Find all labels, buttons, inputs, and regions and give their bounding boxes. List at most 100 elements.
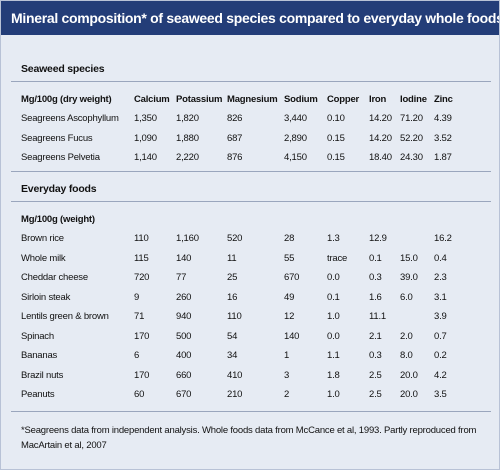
row-label: Cheddar cheese	[21, 272, 88, 283]
cell: 11	[227, 252, 237, 264]
cell: 20.0	[400, 389, 418, 400]
cell: 3.5	[434, 389, 447, 400]
cell: 0.0	[327, 330, 340, 342]
footnote: *Seagreens data from independent analysi…	[21, 425, 477, 451]
cell: 0.2	[434, 350, 447, 361]
cell: 1	[284, 350, 290, 361]
row-label: Lentils green & brown	[21, 311, 109, 322]
row-label: Spinach	[21, 330, 54, 342]
cell: 720	[134, 272, 150, 283]
cell: 0.0	[327, 272, 340, 283]
cell: 0.10	[327, 113, 345, 124]
cell: 170	[134, 330, 150, 342]
cell: 110	[227, 311, 242, 322]
cell: 4,150	[284, 152, 307, 163]
cell: 260	[176, 291, 192, 303]
row-label: Seagreens Fucus	[21, 132, 93, 144]
cell: 170	[134, 369, 150, 381]
cell: 49	[284, 291, 295, 303]
row-label: Seagreens Ascophyllum	[21, 113, 119, 124]
cell: 140	[176, 252, 192, 264]
cell: 210	[227, 389, 243, 400]
cell: 71.20	[400, 113, 423, 124]
column-header: Mg/100g (dry weight)	[21, 94, 112, 105]
cell: 2.0	[400, 330, 413, 342]
cell: 3.52	[434, 132, 452, 144]
cell: 11.1	[369, 311, 386, 322]
column-header: Mg/100g (weight)	[21, 214, 95, 225]
cell: trace	[327, 252, 348, 264]
cell: 1,880	[176, 132, 199, 144]
rule	[11, 201, 491, 202]
cell: 400	[176, 350, 192, 361]
row-label: Seagreens Pelvetia	[21, 152, 100, 163]
cell: 0.1	[327, 291, 340, 303]
cell: 140	[284, 330, 300, 342]
cell: 1,090	[134, 132, 157, 144]
cell: 39.0	[400, 272, 418, 283]
cell: 20.0	[400, 369, 418, 381]
column-header: Zinc	[434, 94, 453, 105]
cell: 6.0	[400, 291, 413, 303]
cell: 14.20	[369, 132, 392, 144]
rule	[11, 171, 491, 172]
cell: 1.8	[327, 369, 340, 381]
cell: 670	[176, 389, 192, 400]
cell: 77	[176, 272, 187, 283]
cell: 6	[134, 350, 140, 361]
cell: 500	[176, 330, 192, 342]
cell: 876	[227, 152, 243, 163]
cell: 3	[284, 369, 290, 381]
cell: 2,220	[176, 152, 199, 163]
cell: 1.0	[327, 389, 340, 400]
rule	[11, 81, 491, 82]
cell: 71	[134, 311, 145, 322]
cell: 12.9	[369, 233, 387, 244]
cell: 660	[176, 369, 192, 381]
row-label: Brazil nuts	[21, 369, 64, 381]
cell: 52.20	[400, 132, 423, 144]
cell: 1.87	[434, 152, 452, 163]
row-label: Bananas	[21, 350, 58, 361]
title: Mineral composition* of seaweed species …	[11, 10, 500, 26]
cell: 0.4	[434, 252, 447, 264]
title-bar	[1, 1, 499, 35]
cell: 24.30	[400, 152, 423, 163]
cell: 2,890	[284, 132, 307, 144]
cell: 3,440	[284, 113, 307, 124]
column-header: Potassium	[176, 94, 223, 105]
cell: 110	[134, 233, 149, 244]
cell: 0.15	[327, 132, 345, 144]
cell: 3.1	[434, 291, 447, 303]
cell: 687	[227, 132, 243, 144]
cell: 520	[227, 233, 243, 244]
cell: 1,820	[176, 113, 199, 124]
cell: 9	[134, 291, 140, 303]
section-heading: Seaweed species	[21, 63, 105, 75]
cell: 670	[284, 272, 300, 283]
row-label: Peanuts	[21, 389, 55, 400]
column-header: Magnesium	[227, 94, 278, 105]
cell: 1,350	[134, 113, 157, 124]
cell: 8.0	[400, 350, 413, 361]
cell: 16	[227, 291, 238, 303]
cell: 826	[227, 113, 243, 124]
cell: 34	[227, 350, 238, 361]
cell: 14.20	[369, 113, 392, 124]
cell: 0.15	[327, 152, 345, 163]
cell: 1.1	[327, 350, 340, 361]
cell: 115	[134, 252, 149, 264]
column-header: Copper	[327, 94, 360, 105]
cell: 1.0	[327, 311, 340, 322]
cell: 0.3	[369, 272, 382, 283]
cell: 16.2	[434, 233, 452, 244]
row-label: Sirloin steak	[21, 291, 71, 303]
cell: 3.9	[434, 311, 447, 322]
cell: 410	[227, 369, 243, 381]
column-header: Iodine	[400, 94, 427, 105]
rule	[11, 411, 491, 412]
cell: 25	[227, 272, 238, 283]
cell: 0.7	[434, 330, 447, 342]
cell: 55	[284, 252, 295, 264]
cell: 1.3	[327, 233, 340, 244]
